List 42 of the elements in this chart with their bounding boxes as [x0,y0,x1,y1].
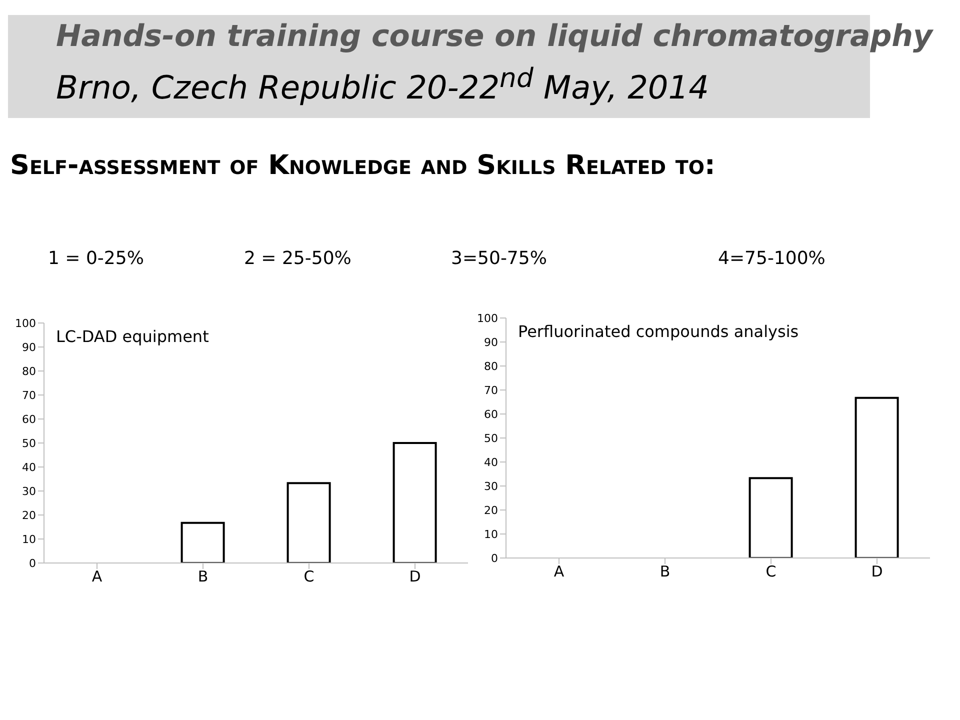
y-tick-label: 60 [22,412,36,426]
text: Self-assessment of Knowledge and Skills Related to: [10,150,716,181]
y-tick-label: 20 [484,504,498,517]
text: Brno, Czech Republic 20-22$^{nd}$ May, 2014 [56,63,709,107]
text: 1 = 0-25% [48,248,144,269]
y-tick-label: 80 [484,360,498,373]
y-tick-label: 70 [22,388,36,402]
x-tick-label: D [409,568,421,586]
bar [286,482,331,563]
x-tick-label: C [766,562,776,581]
y-tick-label: 50 [22,436,36,450]
x-tick-label: B [198,568,208,586]
y-tick-label: 60 [484,408,498,421]
x-tick-label: A [554,562,565,581]
y-tick-label: 20 [22,508,36,522]
y-tick-label: 50 [484,432,498,445]
y-tick-label: 10 [484,528,498,541]
chart-title: LC-DAD equipment [56,327,209,346]
y-tick-label: 40 [22,460,36,474]
y-tick-label: 100 [15,316,36,330]
y-tick-label: 30 [22,484,36,498]
bar [392,442,437,563]
y-tick-label: 90 [484,336,498,349]
x-tick-label: A [92,568,103,586]
x-tick-label: C [304,568,314,586]
y-tick-label: 10 [22,532,36,546]
y-tick-label: 100 [477,312,498,325]
y-tick-label: 40 [484,456,498,469]
y-tick-label: 90 [22,340,36,354]
text: Hands-on training course on liquid chromatography [56,19,933,54]
y-tick-label: 70 [484,384,498,397]
bar [180,522,225,563]
y-tick-label: 30 [484,480,498,493]
y-tick-label: 0 [29,556,36,570]
y-tick-label: 0 [491,552,498,565]
text: 4=75-100% [718,248,826,269]
x-tick-label: D [871,562,883,581]
text: 2 = 25-50% [244,248,352,269]
y-tick-label: 80 [22,364,36,378]
x-tick-label: B [660,562,670,581]
chart-title: Perfluorinated compounds analysis [518,322,799,341]
text: 3=50-75% [451,248,547,269]
